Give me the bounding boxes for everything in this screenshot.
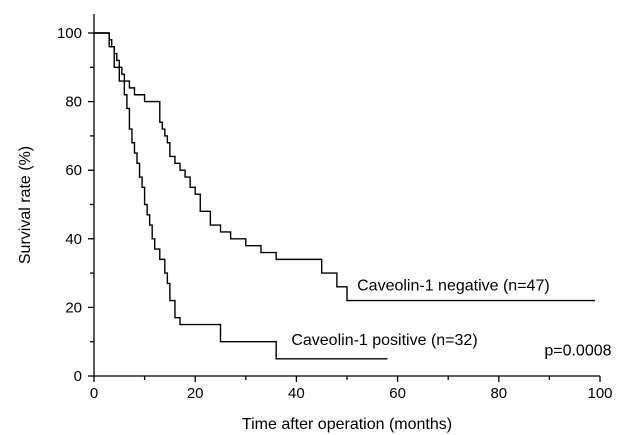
x-axis-title: Time after operation (months) <box>242 416 452 433</box>
x-tick-label: 60 <box>389 385 406 402</box>
axes <box>93 14 600 377</box>
y-tick-label: 20 <box>65 299 82 316</box>
x-tick-label: 80 <box>490 385 507 402</box>
curve-caveolin-negative <box>94 32 595 302</box>
x-tick-label: 20 <box>187 385 204 402</box>
y-tick-label: 0 <box>74 368 82 385</box>
annotations: Caveolin-1 negative (n=47) Caveolin-1 pos… <box>291 277 611 359</box>
y-axis-title: Survival rate (%) <box>17 146 34 264</box>
x-tick-label: 40 <box>288 385 305 402</box>
y-tick-label: 60 <box>65 162 82 179</box>
y-tick-label: 40 <box>65 231 82 248</box>
ticks: 0 20 40 60 80 100 0 20 40 60 80 100 <box>57 25 613 402</box>
curve-caveolin-positive <box>94 32 388 360</box>
y-tick-label: 100 <box>57 25 82 42</box>
p-value-label: p=0.0008 <box>544 342 611 359</box>
label-positive: Caveolin-1 positive (n=32) <box>291 332 477 349</box>
label-negative: Caveolin-1 negative (n=47) <box>357 277 550 294</box>
survival-curves <box>94 32 595 360</box>
y-tick-label: 80 <box>65 94 82 111</box>
x-tick-label: 0 <box>90 385 98 402</box>
x-tick-label: 100 <box>587 385 612 402</box>
